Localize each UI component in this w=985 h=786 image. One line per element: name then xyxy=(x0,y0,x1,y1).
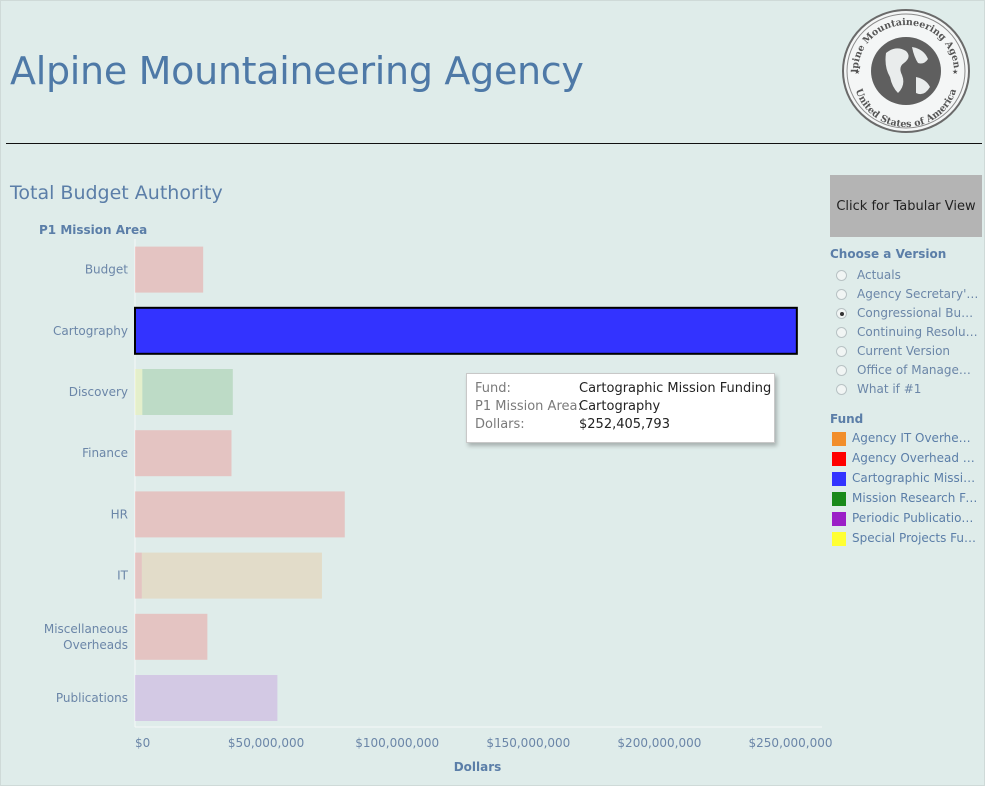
bar-segment[interactable]: Agency Overhead Funding xyxy=(135,552,142,599)
x-tick-label: $50,000,000 xyxy=(228,736,304,750)
version-option-label: Agency Secretary's Request xyxy=(857,287,980,301)
version-option-continuing-resolution[interactable]: Continuing Resolution xyxy=(836,325,984,343)
radio-icon[interactable] xyxy=(836,270,847,281)
legend-label: Periodic Publications Funding xyxy=(852,511,978,525)
legend-swatch xyxy=(832,472,846,486)
bar-tooltip: Fund: Cartographic Mission Funding P1 Mi… xyxy=(466,373,775,443)
category-label: Cartography xyxy=(53,324,128,338)
radio-icon[interactable] xyxy=(836,289,847,300)
tooltip-key: Dollars: xyxy=(475,417,525,432)
x-axis-title: Dollars xyxy=(454,760,502,774)
x-tick-label: $100,000,000 xyxy=(355,736,439,750)
category-label: IT xyxy=(117,569,129,583)
legend-swatch xyxy=(832,492,846,506)
category-label: Publications xyxy=(56,691,128,705)
radio-selected-icon[interactable] xyxy=(836,308,847,319)
legend-item[interactable]: Periodic Publications Funding xyxy=(832,511,982,529)
x-tick-label: $0 xyxy=(135,736,150,750)
bar-segment[interactable]: Mission Research Funding xyxy=(142,369,233,415)
tooltip-value: Cartographic Mission Funding xyxy=(579,381,772,396)
x-tick-label: $150,000,000 xyxy=(486,736,570,750)
category-label: Finance xyxy=(82,446,128,460)
version-option-label: Continuing Resolution xyxy=(857,325,980,339)
legend-item[interactable]: Special Projects Funding xyxy=(832,531,982,549)
version-option-congressional-budget[interactable]: Congressional Budget xyxy=(836,306,984,324)
bar-segment[interactable]: Cartographic Mission Funding xyxy=(134,306,798,355)
bar-segment[interactable]: Agency Overhead Funding xyxy=(135,613,208,660)
legend-swatch xyxy=(832,512,846,526)
version-option-actuals[interactable]: Actuals xyxy=(836,268,984,286)
legend-label: Agency Overhead Funding xyxy=(852,451,978,465)
bar-segment[interactable]: Agency Overhead Funding xyxy=(135,491,345,538)
bar-segment[interactable]: Agency Overhead Funding xyxy=(135,430,232,477)
radio-icon[interactable] xyxy=(836,346,847,357)
row-header: P1 Mission Area xyxy=(39,223,148,237)
category-label: Budget xyxy=(85,263,128,277)
legend-swatch xyxy=(832,452,846,466)
legend-label: Cartographic Mission Funding xyxy=(852,471,978,485)
chart-title: Total Budget Authority xyxy=(10,182,223,204)
agency-seal-logo: Alpine Mountaineering Agency United Stat… xyxy=(840,7,970,133)
budget-bar-chart: Budget Agency Overhead Funding Cartography… xyxy=(44,239,833,774)
fund-legend-title: Fund xyxy=(830,412,864,426)
legend-item[interactable]: Agency Overhead Funding xyxy=(832,451,982,469)
category-label: Miscellaneous Overheads xyxy=(44,622,128,652)
bar-segment[interactable]: Agency IT Overhead Funding xyxy=(141,552,322,599)
version-option-agency-secretary[interactable]: Agency Secretary's Request xyxy=(836,287,984,305)
version-option-what-if[interactable]: What if #1 xyxy=(836,382,984,400)
tooltip-key: Fund: xyxy=(475,381,511,396)
x-tick-label: $200,000,000 xyxy=(617,736,701,750)
tabular-view-button[interactable]: Click for Tabular View xyxy=(830,175,982,237)
legend-label: Special Projects Funding xyxy=(852,531,978,545)
legend-swatch xyxy=(832,432,846,446)
seal-star-left-icon: ★ xyxy=(854,68,860,76)
radio-icon[interactable] xyxy=(836,384,847,395)
bar-segment[interactable]: Agency Overhead Funding xyxy=(135,246,204,293)
legend-item[interactable]: Cartographic Mission Funding xyxy=(832,471,982,489)
legend-swatch xyxy=(832,532,846,546)
legend-label: Agency IT Overhead Funding xyxy=(852,431,978,445)
category-label: Discovery xyxy=(69,385,128,399)
version-option-label: Current Version xyxy=(857,344,951,358)
tooltip-key: P1 Mission Area: xyxy=(475,399,582,414)
legend-item[interactable]: Agency IT Overhead Funding xyxy=(832,431,982,449)
page-title: Alpine Mountaineering Agency xyxy=(10,49,584,93)
legend-item[interactable]: Mission Research Funding xyxy=(832,491,982,509)
seal-star-right-icon: ★ xyxy=(952,68,958,76)
version-selector-title: Choose a Version xyxy=(830,247,947,261)
version-option-label: What if #1 xyxy=(857,382,922,396)
version-option-current-version[interactable]: Current Version xyxy=(836,344,984,362)
version-option-label: Actuals xyxy=(857,268,901,282)
bar-segment[interactable]: Special Projects Funding xyxy=(135,369,143,415)
version-option-omb[interactable]: Office of Management and Budget xyxy=(836,363,984,381)
version-option-label: Congressional Budget xyxy=(857,306,980,320)
radio-icon[interactable] xyxy=(836,327,847,338)
legend-label: Mission Research Funding xyxy=(852,491,978,505)
header-divider xyxy=(6,143,982,144)
tooltip-value: Cartography xyxy=(579,399,661,414)
tooltip-value: $252,405,793 xyxy=(579,417,670,432)
category-label: HR xyxy=(111,507,128,521)
bar-segment[interactable]: Periodic Publications Funding xyxy=(135,675,278,721)
version-option-label: Office of Management and Budget xyxy=(857,363,980,377)
x-tick-label: $250,000,000 xyxy=(749,736,833,750)
radio-icon[interactable] xyxy=(836,365,847,376)
